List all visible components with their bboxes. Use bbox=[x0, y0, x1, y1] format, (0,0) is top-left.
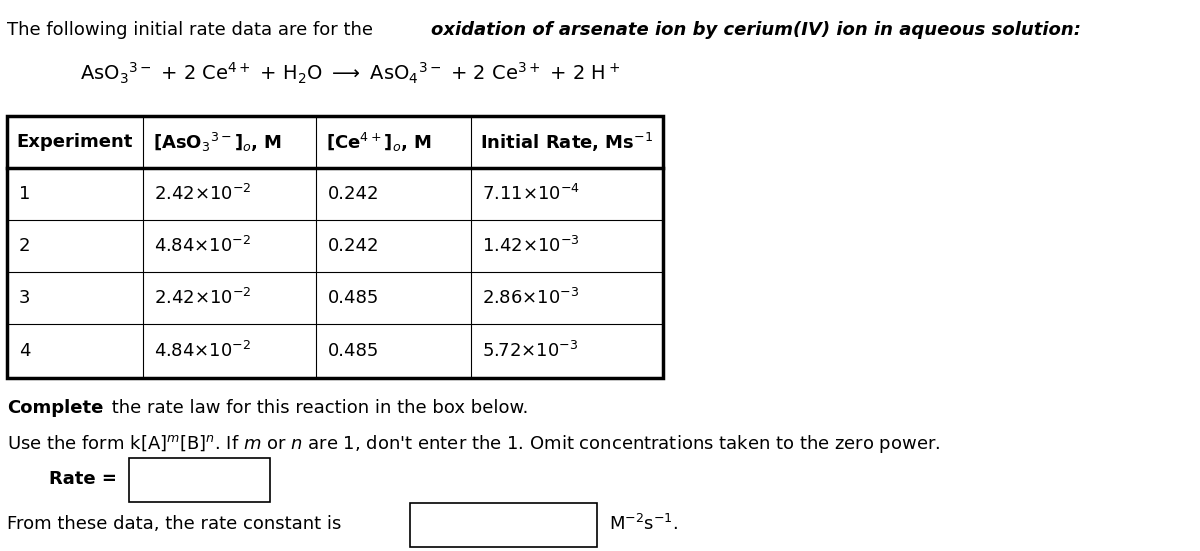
Text: oxidation of arsenate ion by cerium(IV) ion in aqueous solution:: oxidation of arsenate ion by cerium(IV) … bbox=[431, 21, 1081, 39]
Text: The following initial rate data are for the: The following initial rate data are for … bbox=[7, 21, 379, 39]
Text: AsO$_3$$^{3-}$ + 2 Ce$^{4+}$ + H$_2$O $\longrightarrow$ AsO$_4$$^{3-}$ + 2 Ce$^{: AsO$_3$$^{3-}$ + 2 Ce$^{4+}$ + H$_2$O $\… bbox=[79, 61, 619, 86]
Text: 0.485: 0.485 bbox=[328, 289, 379, 307]
FancyBboxPatch shape bbox=[7, 116, 662, 378]
Text: 1.42$\times$10$^{-3}$: 1.42$\times$10$^{-3}$ bbox=[482, 236, 580, 256]
Text: Use the form k[A]$^m$[B]$^n$. If $m$ or $n$ are 1, don't enter the 1. Omit conce: Use the form k[A]$^m$[B]$^n$. If $m$ or … bbox=[7, 433, 941, 455]
Text: 2.42$\times$10$^{-2}$: 2.42$\times$10$^{-2}$ bbox=[155, 288, 252, 308]
Text: 4.84$\times$10$^{-2}$: 4.84$\times$10$^{-2}$ bbox=[155, 341, 252, 361]
Text: 7.11$\times$10$^{-4}$: 7.11$\times$10$^{-4}$ bbox=[482, 184, 581, 204]
Text: Complete: Complete bbox=[7, 399, 104, 417]
Text: From these data, the rate constant is: From these data, the rate constant is bbox=[7, 515, 342, 533]
Text: 4.84$\times$10$^{-2}$: 4.84$\times$10$^{-2}$ bbox=[155, 236, 252, 256]
FancyBboxPatch shape bbox=[130, 458, 270, 502]
Text: 0.242: 0.242 bbox=[328, 185, 379, 203]
Text: 5.72$\times$10$^{-3}$: 5.72$\times$10$^{-3}$ bbox=[482, 341, 578, 361]
FancyBboxPatch shape bbox=[410, 503, 598, 547]
Text: Rate =: Rate = bbox=[49, 470, 116, 488]
Text: [Ce$^{4+}$]$_o$, M: [Ce$^{4+}$]$_o$, M bbox=[326, 131, 432, 154]
Text: Initial Rate, Ms$^{-1}$: Initial Rate, Ms$^{-1}$ bbox=[480, 131, 654, 154]
Text: [AsO$_3$$^{3-}$]$_o$, M: [AsO$_3$$^{3-}$]$_o$, M bbox=[152, 131, 282, 154]
Text: 2: 2 bbox=[19, 237, 30, 255]
Text: M$^{-2}$s$^{-1}$.: M$^{-2}$s$^{-1}$. bbox=[608, 514, 678, 534]
Text: 1: 1 bbox=[19, 185, 30, 203]
Text: 4: 4 bbox=[19, 342, 30, 360]
Text: 2.86$\times$10$^{-3}$: 2.86$\times$10$^{-3}$ bbox=[482, 288, 580, 308]
Text: the rate law for this reaction in the box below.: the rate law for this reaction in the bo… bbox=[106, 399, 528, 417]
Text: 0.485: 0.485 bbox=[328, 342, 379, 360]
Text: 3: 3 bbox=[19, 289, 30, 307]
Text: Experiment: Experiment bbox=[17, 133, 133, 151]
Text: 0.242: 0.242 bbox=[328, 237, 379, 255]
Text: 2.42$\times$10$^{-2}$: 2.42$\times$10$^{-2}$ bbox=[155, 184, 252, 204]
